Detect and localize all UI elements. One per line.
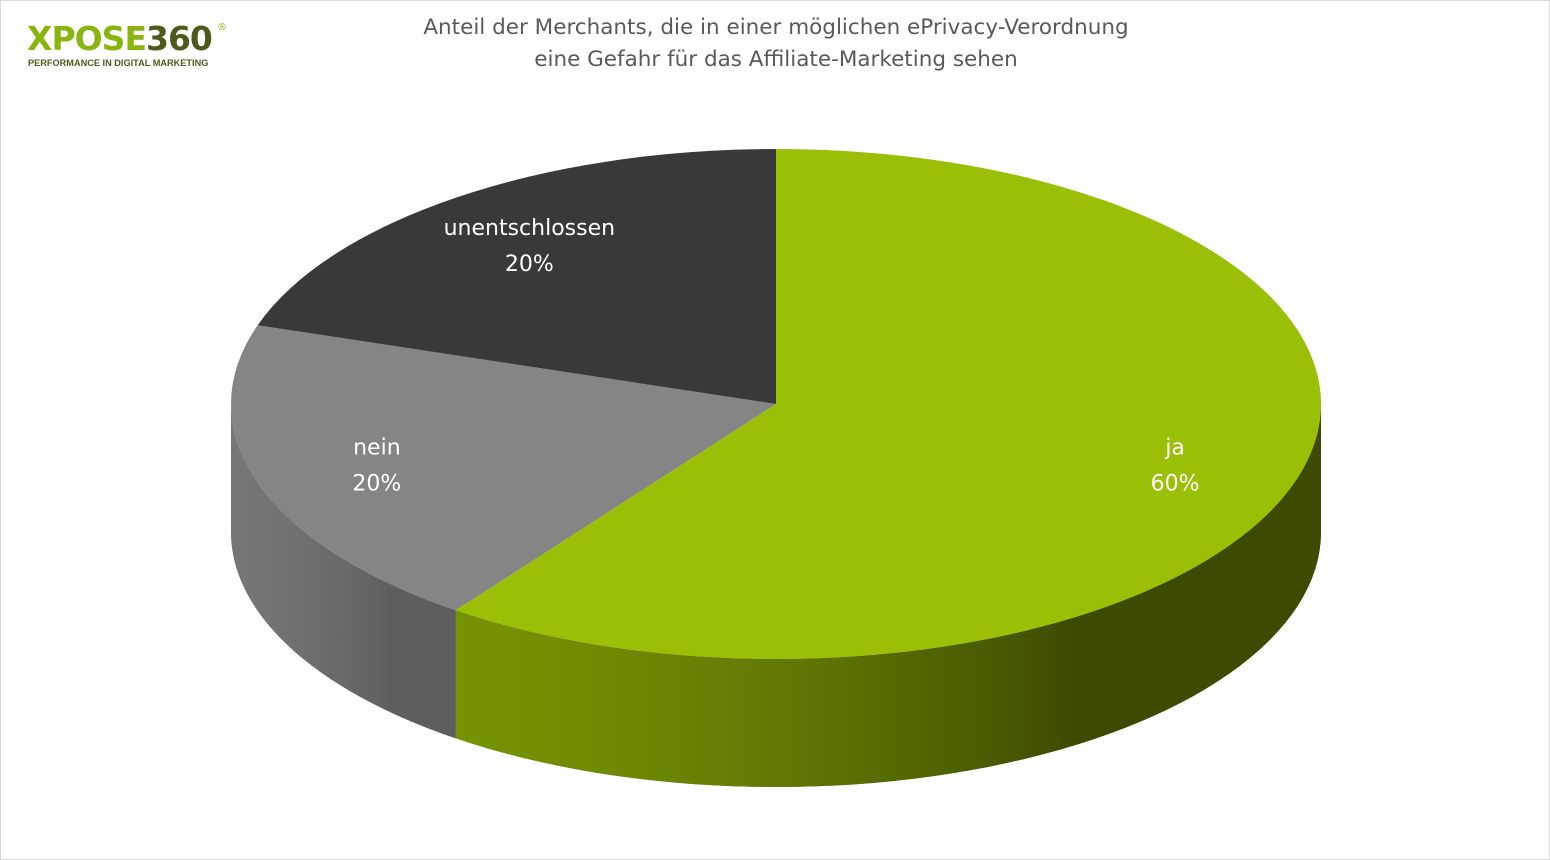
pie-slice-nein (230, 325, 776, 611)
pie-sides (231, 404, 1321, 787)
logo-registered-mark: ® (217, 22, 227, 33)
pie-side-shading-nein (231, 404, 456, 739)
pie-label-value: 60% (1151, 472, 1200, 497)
xpose360-logo: XPOSE360 ® PERFORMANCE IN DIGITAL MARKET… (27, 21, 247, 73)
chart-title: Anteil der Merchants, die in einer mögli… (1, 12, 1549, 76)
pie-slice-unentschlossen (257, 149, 776, 404)
logo-wordmark-xpose: XPOSE (27, 19, 147, 58)
logo-tagline: PERFORMANCE IN DIGITAL MARKETING (28, 58, 209, 68)
logo-wordmark-360: 360 (146, 19, 213, 58)
pie-labels: ja 60% nein 20% unentschlossen 20% (352, 216, 1199, 497)
pie-label-value: 20% (505, 252, 554, 277)
pie-label-ja: ja 60% (1151, 436, 1200, 497)
pie-label-category: unentschlossen (444, 216, 615, 241)
chart-title-line-2: eine Gefahr für das Affiliate-Marketing … (534, 47, 1018, 72)
chart-title-line-1: Anteil der Merchants, die in einer mögli… (423, 15, 1129, 40)
pie-label-category: ja (1164, 436, 1185, 461)
logo-wordmark: XPOSE360 (27, 19, 213, 58)
pie-slice-ja (455, 149, 1322, 659)
pie-side-shading-ja (455, 404, 1321, 787)
pie-label-nein: nein 20% (352, 436, 401, 497)
pie-label-value: 20% (352, 472, 401, 497)
pie-label-category: nein (353, 436, 401, 461)
pie-tops (230, 149, 1322, 659)
pie-label-unentschlossen: unentschlossen 20% (444, 216, 615, 277)
